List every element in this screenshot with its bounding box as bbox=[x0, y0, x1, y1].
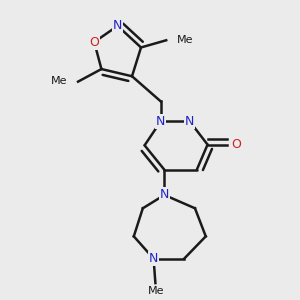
Text: N: N bbox=[113, 20, 122, 32]
Text: Me: Me bbox=[148, 286, 165, 296]
Text: O: O bbox=[89, 36, 99, 49]
Text: O: O bbox=[231, 138, 241, 151]
Text: N: N bbox=[160, 188, 169, 202]
Text: Me: Me bbox=[51, 76, 67, 86]
Text: N: N bbox=[185, 115, 194, 128]
Text: Me: Me bbox=[177, 35, 194, 45]
Text: N: N bbox=[156, 115, 166, 128]
Text: N: N bbox=[149, 252, 158, 265]
